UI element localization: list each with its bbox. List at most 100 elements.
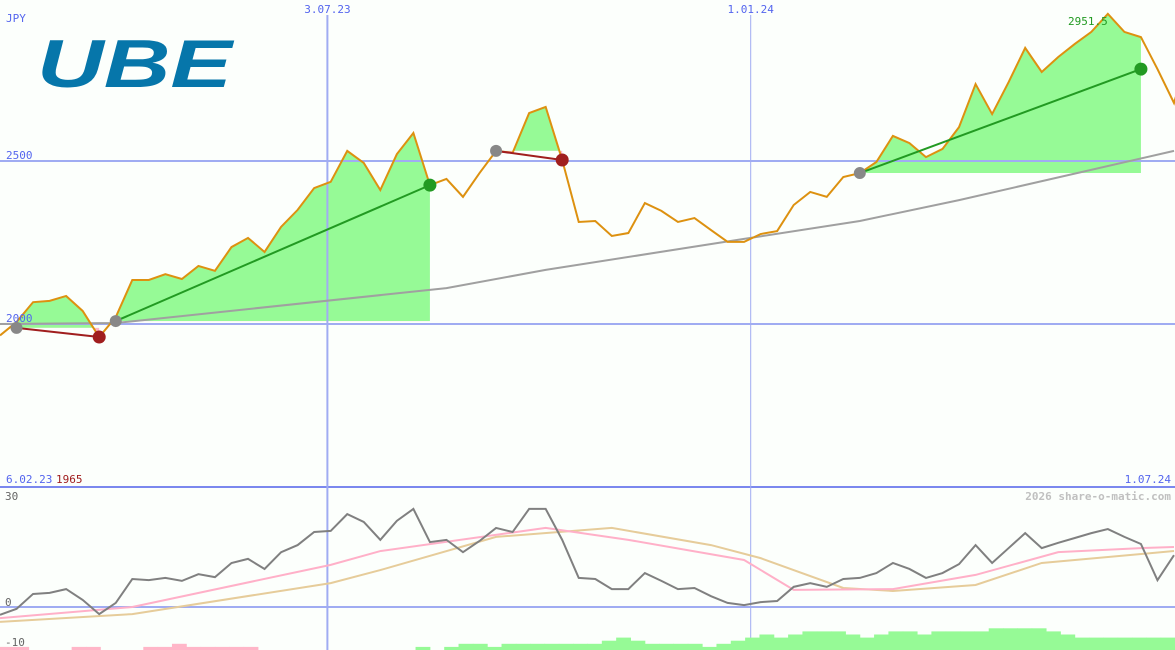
histogram-bar-positive xyxy=(587,643,603,650)
trade-entry-marker xyxy=(10,321,23,334)
end-date-label: 1.07.24 xyxy=(1125,473,1172,486)
moving-average-line xyxy=(0,149,1175,325)
histogram-bar-positive xyxy=(487,646,503,650)
x-tick-label: 3.07.23 xyxy=(304,3,350,16)
histogram-bar-negative xyxy=(71,646,87,650)
histogram-bar-positive xyxy=(616,637,631,650)
start-price-label: 1965 xyxy=(56,473,83,486)
x-tick-label: 1.01.24 xyxy=(728,3,775,16)
histogram-bar-negative xyxy=(200,646,216,650)
histogram-bar-positive xyxy=(630,640,646,650)
histogram-bar-negative xyxy=(214,646,230,650)
histogram-bar-positive xyxy=(1160,637,1175,650)
histogram-bar-positive xyxy=(458,643,474,650)
histogram-bar-positive xyxy=(888,631,904,650)
histogram-bar-positive xyxy=(601,640,617,650)
histogram-bar-positive xyxy=(544,643,560,650)
oscillator-fast-line xyxy=(0,526,1175,620)
histogram-bar-positive xyxy=(1046,631,1061,650)
histogram-bar-positive xyxy=(702,646,717,650)
trade-exit-marker xyxy=(1134,62,1148,76)
osc-tick-label: 0 xyxy=(5,596,12,609)
trade-gain-area xyxy=(16,295,100,328)
peak-price-label: 2951.5 xyxy=(1068,15,1108,28)
histogram-bar-positive xyxy=(845,634,861,650)
histogram-bar-positive xyxy=(687,643,703,650)
histogram-bar-positive xyxy=(1003,628,1018,650)
histogram-bar-positive xyxy=(1146,637,1162,650)
histogram-bar-positive xyxy=(644,643,660,650)
histogram-bar-negative xyxy=(243,646,259,650)
y-tick-label: 2000 xyxy=(6,312,33,325)
histogram-bar-positive xyxy=(917,634,932,650)
trade-entry-marker xyxy=(853,167,866,180)
histogram-bar-positive xyxy=(931,631,947,650)
histogram-bar-positive xyxy=(859,637,875,650)
histogram-bar-positive xyxy=(831,631,846,650)
histogram-bar-positive xyxy=(974,631,990,650)
osc-tick-label: 30 xyxy=(5,490,18,503)
histogram-bar-positive xyxy=(501,643,517,650)
trade-line xyxy=(115,184,431,322)
histogram-bar-positive xyxy=(745,637,760,650)
trade-line xyxy=(16,326,100,339)
histogram-bar-positive xyxy=(1031,628,1047,650)
histogram-bar-positive xyxy=(788,634,803,650)
histogram-bar-negative xyxy=(14,646,30,650)
histogram-bar-positive xyxy=(558,643,574,650)
histogram-bar-positive xyxy=(415,646,431,650)
histogram-bar-negative xyxy=(186,646,202,650)
trade-line xyxy=(859,68,1142,174)
histogram-bar-positive xyxy=(1103,637,1119,650)
histogram-bar-positive xyxy=(988,628,1004,650)
trade-exit-marker xyxy=(555,153,569,167)
histogram-bar-positive xyxy=(759,634,775,650)
histogram-bar-positive xyxy=(673,643,689,650)
logo-text: UBE xyxy=(37,26,236,102)
histogram-bar-positive xyxy=(1074,637,1090,650)
trade-gain-area xyxy=(496,106,563,151)
price-line xyxy=(0,12,1175,339)
histogram-bar-positive xyxy=(874,634,889,650)
copyright-label: 2026 share-o-matic.com xyxy=(1025,490,1171,503)
histogram-bar-positive xyxy=(902,631,918,650)
histogram-bar-positive xyxy=(1089,637,1104,650)
histogram-bar-positive xyxy=(773,637,789,650)
trade-line xyxy=(495,149,563,162)
histogram-bar-positive xyxy=(1060,634,1076,650)
oscillator-slow-line xyxy=(0,526,1175,623)
osc-tick-label: -10 xyxy=(5,636,25,649)
histogram-bar-positive xyxy=(1117,637,1133,650)
y-tick-label: 2500 xyxy=(6,149,33,162)
histogram-bar-positive xyxy=(716,643,732,650)
histogram-bar-positive xyxy=(730,640,746,650)
histogram-bar-positive xyxy=(1017,628,1033,650)
histogram-bar-positive xyxy=(659,643,674,650)
histogram-bar-positive xyxy=(802,631,818,650)
histogram-bar-positive xyxy=(945,631,961,650)
trade-exit-marker xyxy=(423,178,437,192)
trade-exit-marker xyxy=(92,330,106,344)
histogram-bar-negative xyxy=(229,646,245,650)
histogram-bar-positive xyxy=(1132,637,1147,650)
currency-label: JPY xyxy=(6,12,26,25)
histogram-bar-positive xyxy=(816,631,832,650)
histogram-bar-positive xyxy=(515,643,531,650)
histogram-bar-negative xyxy=(0,646,15,650)
trade-gain-area xyxy=(859,13,1141,174)
histogram-bar-positive xyxy=(573,643,588,650)
histogram-bar-positive xyxy=(530,643,546,650)
histogram-bar-negative xyxy=(85,646,101,650)
histogram-bar-negative xyxy=(143,646,159,650)
trade-gain-area xyxy=(115,132,430,322)
histogram-bar-negative xyxy=(171,643,187,650)
histogram-bar-positive xyxy=(444,646,460,650)
start-date-label: 6.02.23 xyxy=(6,473,52,486)
company-logo: UBE xyxy=(37,26,236,102)
trade-entry-marker xyxy=(109,315,122,328)
oscillator-main-line xyxy=(0,507,1175,616)
trade-entry-marker xyxy=(490,144,503,157)
histogram-bar-positive xyxy=(960,631,975,650)
